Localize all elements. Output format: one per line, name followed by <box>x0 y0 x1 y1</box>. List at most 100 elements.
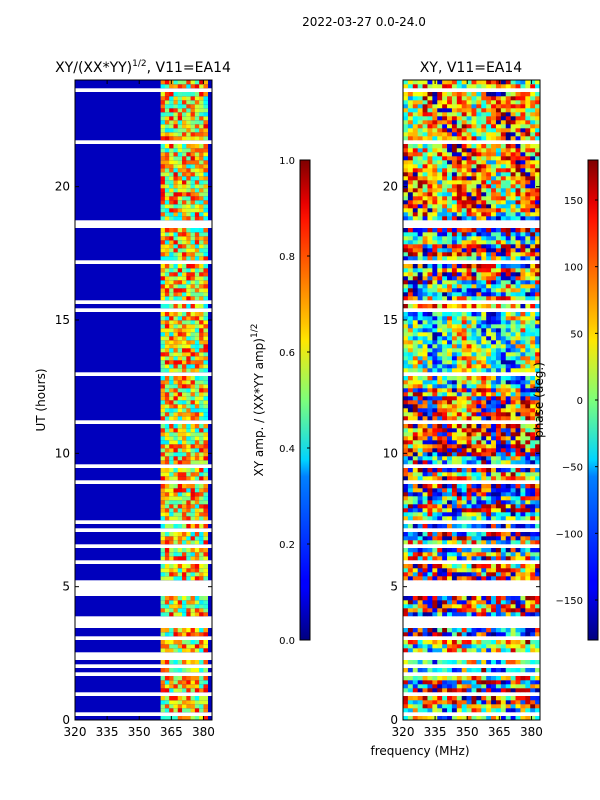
xy-phase-cell <box>442 348 448 353</box>
amp-ratio-cell <box>182 500 187 505</box>
amp-ratio-cell <box>203 408 209 413</box>
xy-phase-cell <box>486 440 492 445</box>
amp-ratio-cell <box>169 120 174 125</box>
xy-phase-cell <box>481 700 487 705</box>
xy-phase-cell <box>412 688 418 693</box>
amp-ratio-cell <box>203 428 209 433</box>
xy-phase-cell <box>500 172 507 177</box>
xy-phase-cell <box>432 628 438 633</box>
amp-ratio-cell <box>186 604 191 609</box>
amp-ratio-cell <box>194 416 200 421</box>
amp-ratio-cell <box>173 640 179 645</box>
xy-phase-cell <box>505 568 511 573</box>
amp-ratio-cell <box>199 132 204 137</box>
xy-phase-cell <box>442 376 448 381</box>
xy-phase-cell <box>451 428 458 433</box>
amp-ratio-row <box>75 608 212 613</box>
xy-phase-cell <box>515 264 521 269</box>
xy-phase-cell <box>417 424 423 429</box>
xy-phase-cell <box>447 380 453 385</box>
xy-phase-cell <box>500 280 507 285</box>
amp-ratio-row <box>75 576 212 581</box>
amp-ratio-cell <box>186 164 191 169</box>
amp-ratio-cell <box>177 576 183 581</box>
amp-ratio-cell <box>203 576 209 581</box>
amp-ratio-cell <box>182 116 187 121</box>
amp-ratio-cell <box>182 556 187 561</box>
xy-phase-cell <box>432 540 438 545</box>
amp-ratio-cell <box>194 204 200 209</box>
xy-phase-cell <box>476 508 482 513</box>
amp-ratio-cell <box>164 248 170 253</box>
xy-phase-cell <box>451 128 458 133</box>
xy-phase-cell <box>505 276 511 281</box>
xy-phase-cell <box>447 548 453 553</box>
xy-phase-cell <box>495 364 502 369</box>
xy-phase-cell <box>427 444 433 449</box>
xy-phase-cell <box>535 348 541 353</box>
xy-phase-cell <box>417 604 423 609</box>
xy-phase-cell <box>456 536 463 541</box>
xy-phase-cell <box>476 516 482 521</box>
amp-ratio-cell <box>199 232 204 237</box>
xy-phase-cell <box>520 408 526 413</box>
xy-phase-cell <box>510 364 516 369</box>
amp-ratio-cell <box>160 436 166 441</box>
xy-phase-cell <box>535 568 541 573</box>
amp-ratio-cell <box>199 412 204 417</box>
xy-phase-cell <box>476 132 482 137</box>
xy-phase-cell <box>447 436 453 441</box>
xy-phase-cell <box>407 348 414 353</box>
xy-phase-cell <box>495 700 502 705</box>
xy-phase-cell <box>432 304 438 309</box>
xy-phase-cell <box>461 556 467 561</box>
xy-phase-cell <box>530 148 536 153</box>
xy-phase-cell <box>407 676 414 681</box>
xy-phase-cell <box>432 268 438 273</box>
xy-phase-cell <box>432 276 438 281</box>
xy-phase-cell <box>476 348 482 353</box>
amp-ratio-cell <box>173 112 179 117</box>
xy-phase-cell <box>515 152 521 157</box>
amp-ratio-cell <box>173 408 179 413</box>
xy-phase-cell <box>422 236 428 241</box>
xy-phase-cell <box>481 556 487 561</box>
xy-phase-cell <box>495 288 502 293</box>
xy-phase-cell <box>515 704 521 709</box>
amp-ratio-cell <box>186 132 191 137</box>
xy-phase-cell <box>500 304 507 309</box>
xy-phase-cell <box>510 256 516 261</box>
amp-ratio-cell <box>194 508 200 513</box>
xy-phase-cell <box>456 216 463 221</box>
xy-phase-cell <box>407 532 414 537</box>
xy-phase-cell <box>491 376 497 381</box>
xy-phase-cell <box>476 512 482 517</box>
xy-phase-cell <box>456 396 463 401</box>
xy-phase-cell <box>451 316 458 321</box>
amp-ratio-cell <box>169 124 174 129</box>
amp-ratio-row <box>75 524 212 529</box>
amp-ratio-cell <box>186 404 191 409</box>
xy-phase-cell <box>486 200 492 205</box>
amp-ratio-cell <box>160 552 166 557</box>
amp-ratio-cell <box>177 508 183 513</box>
xy-phase-cell <box>510 344 516 349</box>
amp-ratio-cell <box>186 288 191 293</box>
xy-phase-cell <box>476 264 482 269</box>
amp-ratio-row <box>75 460 212 465</box>
xy-phase-cell <box>510 152 516 157</box>
xy-phase-cell <box>451 492 458 497</box>
amp-ratio-cell <box>173 288 179 293</box>
amp-ratio-cell <box>173 540 179 545</box>
amp-ratio-cell <box>190 340 196 345</box>
xy-phase-cell <box>417 304 423 309</box>
amp-ratio-cell <box>194 484 200 489</box>
amp-ratio-cell <box>203 508 209 513</box>
xy-phase-cell <box>447 400 453 405</box>
xy-phase-cell <box>447 236 453 241</box>
xy-phase-cell <box>471 216 477 221</box>
xy-phase-cell <box>500 336 507 341</box>
xy-phase-cell <box>491 448 497 453</box>
xy-phase-cell <box>403 356 409 361</box>
xy-phase-cell <box>447 368 453 373</box>
